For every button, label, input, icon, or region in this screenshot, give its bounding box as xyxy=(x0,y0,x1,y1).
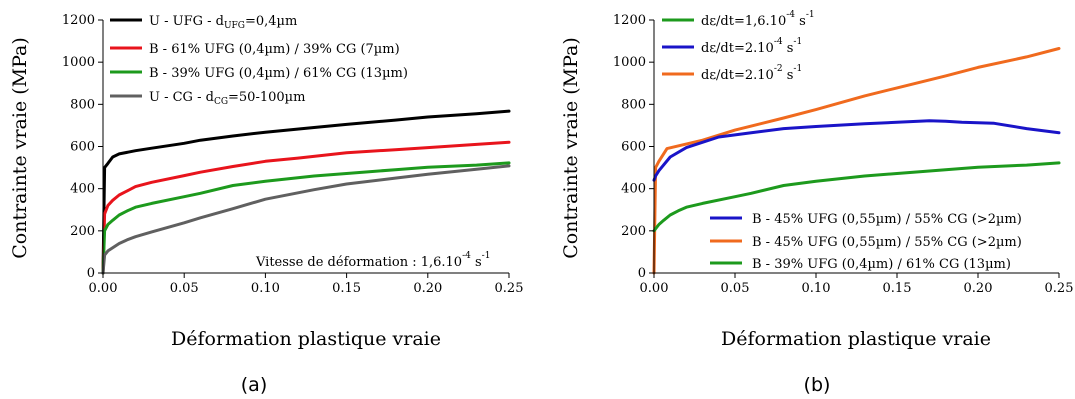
legend-label: B - 39% UFG (0,4µm) / 61% CG (13µm) xyxy=(149,66,408,81)
x-tick-label: 0.05 xyxy=(721,281,750,296)
y-tick-label: 1200 xyxy=(613,13,646,28)
y-tick-label: 1200 xyxy=(62,13,95,28)
legend-entry: U - UFG - dUFG=0,4µm xyxy=(110,14,297,31)
strain-rate-annotation: Vitesse de déformation : 1,6.10-4 s-1 xyxy=(255,251,490,270)
y-tick-label: 1000 xyxy=(62,55,95,70)
x-tick-label: 0.25 xyxy=(1045,281,1074,296)
legend-entry: U - CG - dCG=50-100µm xyxy=(110,90,305,107)
y-tick-label: 0 xyxy=(638,266,646,281)
x-tick-label: 0.00 xyxy=(89,281,118,296)
legend-label: dε/dt=2.10-4 s-1 xyxy=(701,37,802,56)
legend-entry: dε/dt=1,6.10-4 s-1 xyxy=(662,10,815,29)
y-tick-label: 1000 xyxy=(613,55,646,70)
legend-a: U - UFG - dUFG=0,4µm B - 61% UFG (0,4µm)… xyxy=(110,14,408,107)
y-axis-title: Contrainte vraie (MPa) xyxy=(9,37,31,259)
legend-label: B - 45% UFG (0,55µm) / 55% CG (>2µm) xyxy=(752,212,1022,227)
y-tick-label: 600 xyxy=(70,140,95,155)
legend-label: B - 45% UFG (0,55µm) / 55% CG (>2µm) xyxy=(752,235,1022,250)
legend-entry: B - 39% UFG (0,4µm) / 61% CG (13µm) xyxy=(710,257,1011,272)
series-line xyxy=(654,121,1059,180)
chart-panel-a: 0 200 400 600 800 1000 1200 0.00 0.05 0.10 0.15 0.2… xyxy=(9,13,523,396)
x-tick-label: 0.15 xyxy=(883,281,912,296)
legend-label: dε/dt=2.10-2 s-1 xyxy=(701,64,802,83)
legend-label: U - UFG - dUFG=0,4µm xyxy=(149,14,297,31)
x-tick-label: 0.00 xyxy=(640,281,669,296)
chart-panel-b: 0 200 400 600 800 1000 1200 0.00 0.05 0.10 0.15 0.2… xyxy=(560,10,1073,396)
legend-entry: B - 61% UFG (0,4µm) / 39% CG (7µm) xyxy=(110,42,400,57)
x-tick-label: 0.20 xyxy=(964,281,993,296)
x-tick-label: 0.25 xyxy=(495,281,524,296)
x-axis-title: Déformation plastique vraie xyxy=(171,328,441,350)
x-tick-label: 0.05 xyxy=(170,281,199,296)
legend-entry: dε/dt=2.10-4 s-1 xyxy=(662,37,802,56)
y-tick-label: 400 xyxy=(70,182,95,197)
legend-entry: B - 45% UFG (0,55µm) / 55% CG (>2µm) xyxy=(710,235,1022,250)
ticks-b: 0 200 400 600 800 1000 1200 0.00 0.05 0.10 0.15 0.2… xyxy=(613,13,1074,296)
legend-label: B - 39% UFG (0,4µm) / 61% CG (13µm) xyxy=(752,257,1011,272)
legend-label: U - CG - dCG=50-100µm xyxy=(149,90,305,107)
legend-b-strain-rate: dε/dt=1,6.10-4 s-1 dε/dt=2.10-4 s-1 dε/d… xyxy=(662,10,815,83)
panel-caption-a: (a) xyxy=(241,374,267,396)
y-tick-label: 800 xyxy=(70,97,95,112)
x-axis-title: Déformation plastique vraie xyxy=(721,328,991,350)
legend-label: B - 61% UFG (0,4µm) / 39% CG (7µm) xyxy=(149,42,400,57)
legend-entry: B - 39% UFG (0,4µm) / 61% CG (13µm) xyxy=(110,66,408,81)
series-line xyxy=(103,142,509,273)
y-tick-label: 800 xyxy=(621,97,646,112)
y-tick-label: 600 xyxy=(621,140,646,155)
y-tick-label: 400 xyxy=(621,182,646,197)
x-tick-label: 0.10 xyxy=(251,281,280,296)
y-tick-label: 0 xyxy=(87,266,95,281)
y-tick-label: 200 xyxy=(70,224,95,239)
legend-label: dε/dt=1,6.10-4 s-1 xyxy=(701,10,815,29)
x-tick-label: 0.10 xyxy=(802,281,831,296)
y-axis-title: Contrainte vraie (MPa) xyxy=(560,37,582,259)
legend-entry: B - 45% UFG (0,55µm) / 55% CG (>2µm) xyxy=(710,212,1022,227)
panel-caption-b: (b) xyxy=(804,374,831,396)
plot-area-a xyxy=(103,111,509,273)
legend-entry: dε/dt=2.10-2 s-1 xyxy=(662,64,802,83)
x-tick-label: 0.15 xyxy=(332,281,361,296)
legend-b-materials: B - 45% UFG (0,55µm) / 55% CG (>2µm) B -… xyxy=(710,212,1022,272)
x-tick-label: 0.20 xyxy=(413,281,442,296)
y-tick-label: 200 xyxy=(621,224,646,239)
